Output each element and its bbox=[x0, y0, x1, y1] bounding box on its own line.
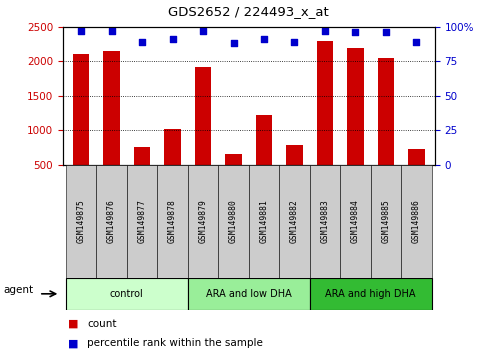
Text: GSM149886: GSM149886 bbox=[412, 199, 421, 243]
Text: GDS2652 / 224493_x_at: GDS2652 / 224493_x_at bbox=[169, 5, 329, 18]
Text: ARA and low DHA: ARA and low DHA bbox=[206, 289, 292, 299]
Point bbox=[321, 28, 329, 34]
Bar bbox=[188, 165, 218, 278]
Bar bbox=[66, 278, 188, 310]
Bar bbox=[378, 58, 394, 199]
Point bbox=[412, 39, 420, 45]
Text: GSM149881: GSM149881 bbox=[259, 199, 269, 243]
Bar bbox=[249, 165, 279, 278]
Point bbox=[77, 28, 85, 34]
Bar bbox=[225, 154, 242, 199]
Text: GSM149883: GSM149883 bbox=[320, 199, 329, 243]
Point bbox=[352, 29, 359, 35]
Bar bbox=[310, 278, 432, 310]
Bar bbox=[127, 165, 157, 278]
Bar bbox=[316, 41, 333, 199]
Bar bbox=[370, 165, 401, 278]
Point bbox=[260, 36, 268, 42]
Bar bbox=[164, 130, 181, 199]
Bar bbox=[347, 48, 364, 199]
Bar bbox=[157, 165, 188, 278]
Text: GSM149877: GSM149877 bbox=[138, 199, 146, 243]
Point bbox=[291, 39, 298, 45]
Bar bbox=[66, 165, 96, 278]
Text: GSM149879: GSM149879 bbox=[199, 199, 208, 243]
Point bbox=[169, 36, 176, 42]
Bar bbox=[340, 165, 370, 278]
Bar bbox=[279, 165, 310, 278]
Bar bbox=[134, 147, 150, 199]
Bar bbox=[188, 278, 310, 310]
Text: GSM149885: GSM149885 bbox=[382, 199, 390, 243]
Bar bbox=[401, 165, 432, 278]
Text: GSM149884: GSM149884 bbox=[351, 199, 360, 243]
Text: ■: ■ bbox=[68, 319, 78, 329]
Text: GSM149882: GSM149882 bbox=[290, 199, 299, 243]
Bar bbox=[408, 149, 425, 199]
Text: GSM149875: GSM149875 bbox=[77, 199, 85, 243]
Point bbox=[382, 29, 390, 35]
Bar bbox=[218, 165, 249, 278]
Text: GSM149878: GSM149878 bbox=[168, 199, 177, 243]
Bar bbox=[195, 67, 212, 199]
Bar bbox=[73, 54, 89, 199]
Bar bbox=[96, 165, 127, 278]
Bar bbox=[103, 51, 120, 199]
Bar bbox=[256, 115, 272, 199]
Text: percentile rank within the sample: percentile rank within the sample bbox=[87, 338, 263, 348]
Point bbox=[108, 28, 115, 34]
Text: ■: ■ bbox=[68, 338, 78, 348]
Point bbox=[138, 39, 146, 45]
Point bbox=[229, 40, 237, 46]
Text: agent: agent bbox=[3, 285, 33, 295]
Text: GSM149880: GSM149880 bbox=[229, 199, 238, 243]
Bar bbox=[310, 165, 340, 278]
Point bbox=[199, 28, 207, 34]
Bar bbox=[286, 144, 303, 199]
Text: control: control bbox=[110, 289, 143, 299]
Text: GSM149876: GSM149876 bbox=[107, 199, 116, 243]
Text: ARA and high DHA: ARA and high DHA bbox=[326, 289, 416, 299]
Text: count: count bbox=[87, 319, 116, 329]
